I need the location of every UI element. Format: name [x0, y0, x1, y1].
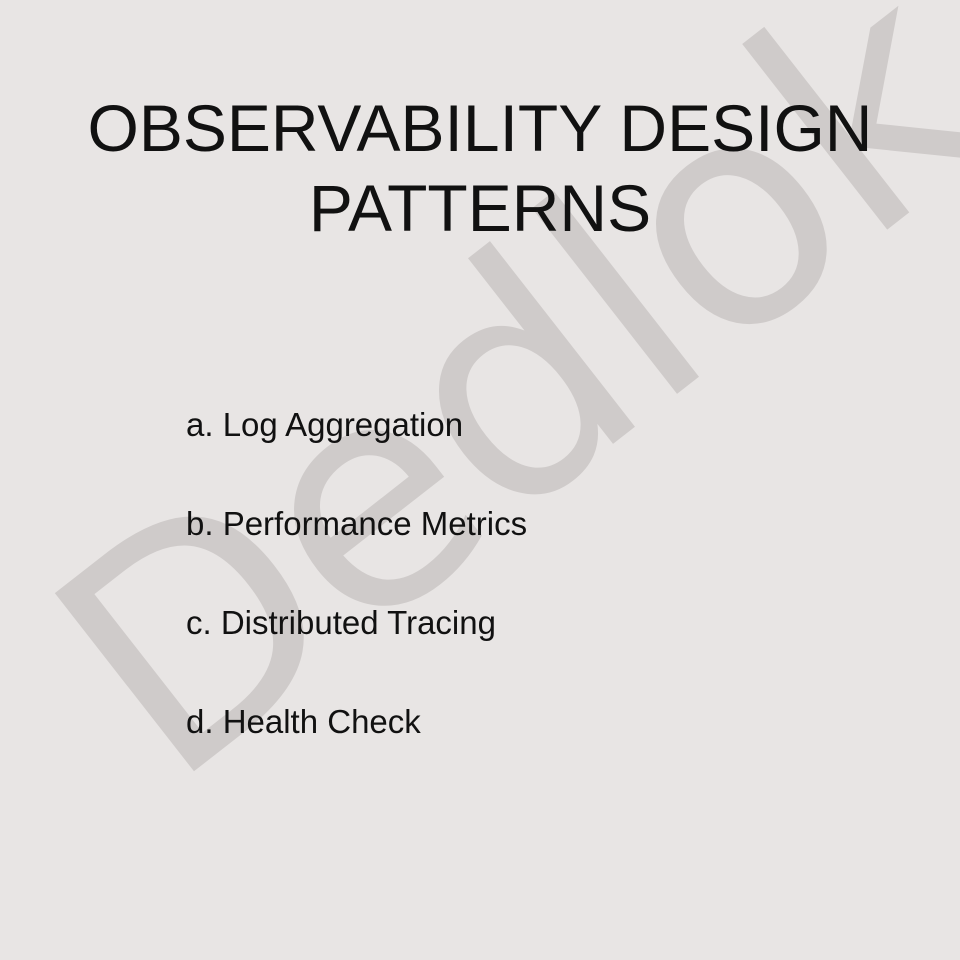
- pattern-item-distributed-tracing: c. Distributed Tracing: [186, 604, 496, 641]
- pattern-list: a. Log Aggregation b. Performance Metric…: [186, 405, 527, 742]
- title-line-2: PATTERNS: [308, 171, 652, 245]
- page-title: OBSERVABILITY DESIGN PATTERNS: [60, 88, 900, 248]
- pattern-item-health-check: d. Health Check: [186, 703, 421, 740]
- pattern-item-performance-metrics: b. Performance Metrics: [186, 505, 528, 542]
- title-line-1: OBSERVABILITY DESIGN: [87, 91, 873, 165]
- pattern-item-log-aggregation: a. Log Aggregation: [186, 406, 464, 443]
